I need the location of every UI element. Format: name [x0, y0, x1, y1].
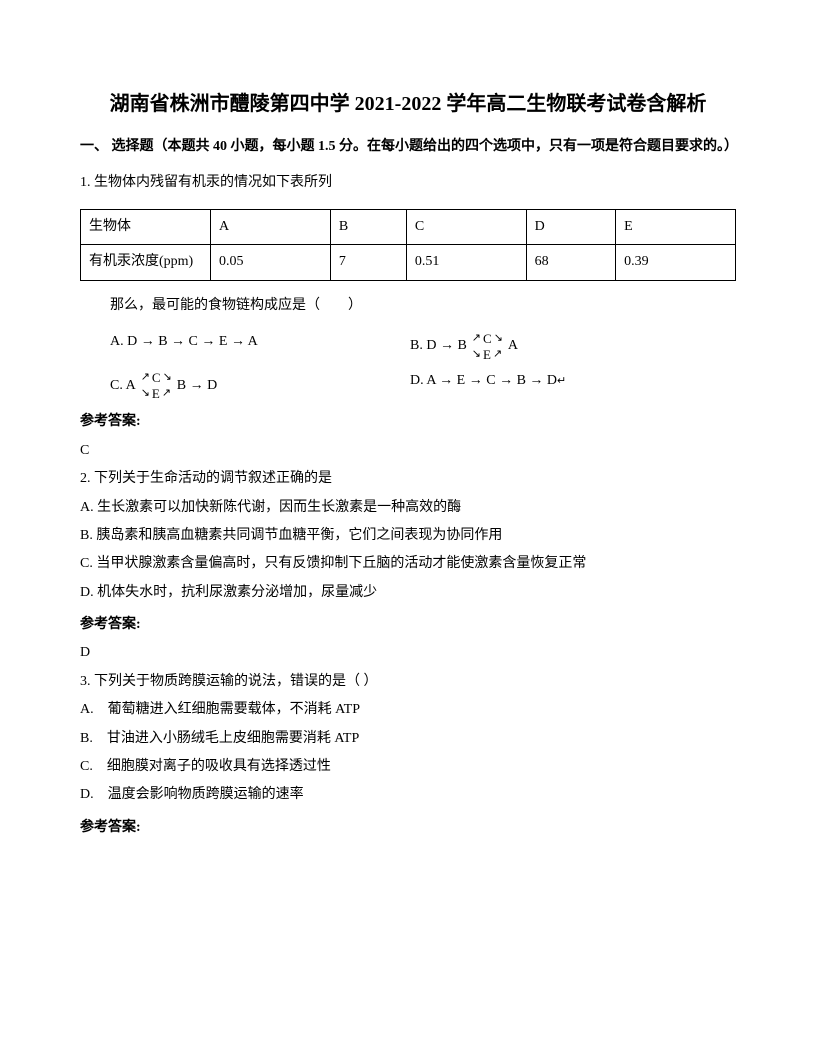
table-cell: 0.51	[406, 245, 526, 280]
q1-option-d: D. A → E → C → B → D ↵	[410, 370, 566, 392]
table-cell: C	[406, 209, 526, 244]
q1-subtext: 那么，最可能的食物链构成应是（ ）	[110, 295, 736, 317]
table-cell: D	[526, 209, 615, 244]
table-cell: B	[330, 209, 406, 244]
table-row: 生物体 A B C D E	[81, 209, 736, 244]
q1-answer: C	[80, 440, 736, 462]
optd-text: D. A → E → C → B → D	[410, 370, 557, 392]
optc-prefix: C. A	[110, 375, 136, 397]
optc-branch: ↗C↘ ↘E↗	[139, 370, 174, 401]
table-cell: 0.39	[616, 245, 736, 280]
q3-option-d: D. 温度会影响物质跨膜运输的速率	[80, 784, 736, 806]
document-title: 湖南省株洲市醴陵第四中学 2021-2022 学年高二生物联考试卷含解析	[80, 90, 736, 118]
table-cell: A	[211, 209, 331, 244]
q3-option-a: A. 葡萄糖进入红细胞需要载体，不消耗 ATP	[80, 699, 736, 721]
q3-text: 3. 下列关于物质跨膜运输的说法，错误的是（ ）	[80, 671, 736, 693]
question-2: 2. 下列关于生命活动的调节叙述正确的是 A. 生长激素可以加快新陈代谢，因而生…	[80, 468, 736, 636]
q2-text: 2. 下列关于生命活动的调节叙述正确的是	[80, 468, 736, 490]
q1-options-row1: A. D → B → C → E → A B. D → B ↗C↘ ↘E↗ A	[110, 331, 736, 362]
q3-option-c: C. 细胞膜对离子的吸收具有选择透过性	[80, 756, 736, 778]
optb-prefix: B. D → B	[410, 335, 467, 357]
q2-answer-label: 参考答案:	[80, 614, 736, 636]
question-3: 3. 下列关于物质跨膜运输的说法，错误的是（ ） A. 葡萄糖进入红细胞需要载体…	[80, 671, 736, 839]
q2-option-c: C. 当甲状腺激素含量偏高时，只有反馈抑制下丘脑的活动才能使激素含量恢复正常	[80, 553, 736, 575]
q2-answer: D	[80, 642, 736, 664]
table-row: 有机汞浓度(ppm) 0.05 7 0.51 68 0.39	[81, 245, 736, 280]
question-1: 1. 生物体内残留有机汞的情况如下表所列 生物体 A B C D E 有机汞浓度…	[80, 172, 736, 433]
return-mark: ↵	[557, 373, 566, 391]
q1-option-c: C. A ↗C↘ ↘E↗ B → D	[110, 370, 217, 401]
optc-right: B → D	[177, 375, 217, 397]
table-cell: 0.05	[211, 245, 331, 280]
q1-table: 生物体 A B C D E 有机汞浓度(ppm) 0.05 7 0.51 68 …	[80, 209, 736, 281]
q2-option-a: A. 生长激素可以加快新陈代谢，因而生长激素是一种高效的酶	[80, 497, 736, 519]
section-header: 一、 选择题（本题共 40 小题，每小题 1.5 分。在每小题给出的四个选项中，…	[80, 136, 736, 158]
table-cell: E	[616, 209, 736, 244]
branch-bot-label: E	[483, 347, 491, 363]
q1-option-a: A. D → B → C → E → A	[110, 331, 258, 353]
q3-answer-label: 参考答案:	[80, 817, 736, 839]
branch-bot-label: E	[152, 386, 160, 402]
branch-top-label: C	[483, 331, 492, 347]
q2-option-d: D. 机体失水时，抗利尿激素分泌增加，尿量减少	[80, 582, 736, 604]
table-cell: 7	[330, 245, 406, 280]
table-cell: 有机汞浓度(ppm)	[81, 245, 211, 280]
optb-branch: ↗C↘ ↘E↗	[470, 331, 505, 362]
q2-option-b: B. 胰岛素和胰高血糖素共同调节血糖平衡，它们之间表现为协同作用	[80, 525, 736, 547]
q3-option-b: B. 甘油进入小肠绒毛上皮细胞需要消耗 ATP	[80, 728, 736, 750]
q1-options-row2: C. A ↗C↘ ↘E↗ B → D D. A → E → C → B → D …	[110, 370, 736, 401]
q1-option-b: B. D → B ↗C↘ ↘E↗ A	[410, 331, 518, 362]
branch-top-label: C	[152, 370, 161, 386]
table-cell: 生物体	[81, 209, 211, 244]
q1-answer-label: 参考答案:	[80, 411, 736, 433]
optb-right: A	[508, 335, 518, 357]
q1-text: 1. 生物体内残留有机汞的情况如下表所列	[80, 172, 736, 194]
table-cell: 68	[526, 245, 615, 280]
